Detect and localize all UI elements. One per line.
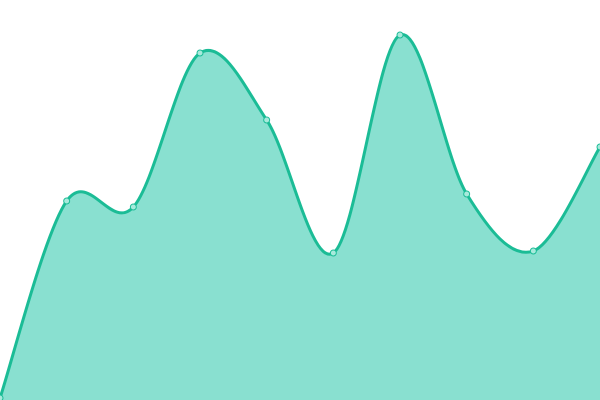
data-point-4 [263, 116, 271, 124]
data-point-6 [396, 31, 404, 39]
data-point-9 [596, 143, 600, 151]
data-point-0 [0, 394, 4, 400]
area-fill [0, 34, 600, 400]
data-point-7 [463, 190, 471, 198]
data-point-2 [129, 203, 137, 211]
data-point-3 [196, 49, 204, 57]
data-point-5 [329, 249, 337, 257]
data-point-8 [529, 247, 537, 255]
data-point-1 [63, 197, 71, 205]
data-markers [0, 31, 600, 400]
series-line [0, 33, 600, 399]
